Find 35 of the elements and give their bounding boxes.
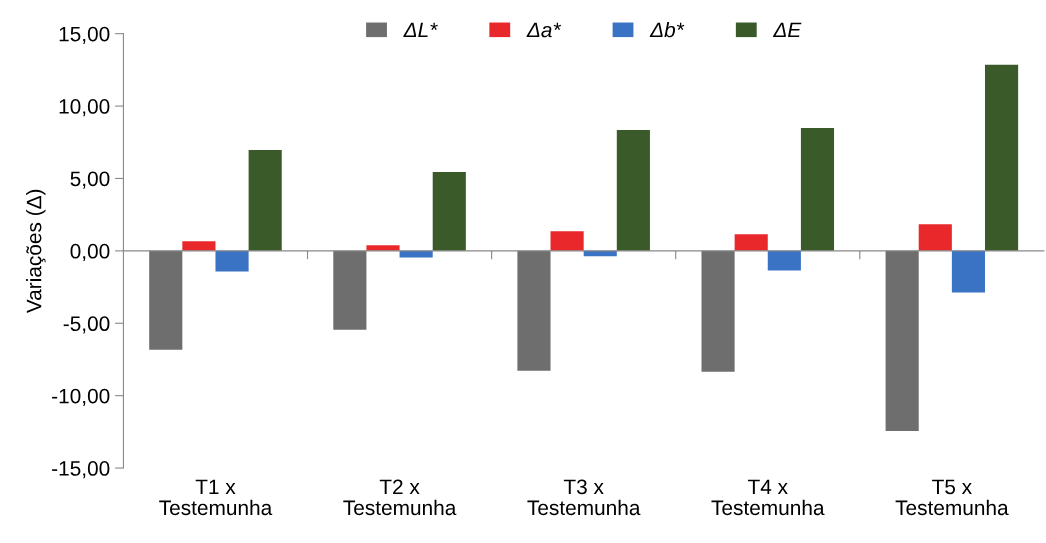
bar (366, 245, 400, 251)
legend-label: Δb* (649, 22, 685, 38)
bar (333, 250, 367, 330)
x-tick-label: T3 x Testemunha (527, 479, 641, 516)
y-tick-label: -5,00 (63, 316, 110, 334)
y-tick-label: -15,00 (52, 461, 110, 479)
bar (248, 150, 282, 251)
x-tick-label: T2 x Testemunha (343, 479, 457, 516)
y-tick-label: 0,00 (70, 243, 110, 262)
legend-label: ΔE (772, 22, 802, 38)
bar (767, 250, 801, 271)
bar (985, 64, 1019, 251)
bar (432, 172, 466, 251)
bar (616, 129, 650, 251)
bar (182, 241, 216, 251)
y-tick-label: 15,00 (59, 26, 110, 44)
bar (149, 250, 183, 350)
bar (800, 127, 835, 251)
y-tick-label: 5,00 (70, 171, 110, 189)
x-tick-label: T5 x Testemunha (895, 479, 1009, 516)
y-tick-label: -10,00 (52, 388, 110, 406)
y-tick-label: 10,00 (59, 99, 110, 117)
y-axis-title: Variações (Δ) (26, 189, 46, 314)
bar (215, 250, 249, 272)
bar (734, 234, 768, 251)
legend-label: Δa* (526, 22, 562, 38)
x-tick-label: T1 x Testemunha (159, 479, 273, 516)
bar (550, 231, 584, 251)
bar (951, 250, 985, 293)
bar (701, 250, 735, 372)
bar (517, 250, 551, 371)
bar (885, 250, 919, 431)
x-tick-label: T4 x Testemunha (711, 479, 825, 516)
bar (918, 224, 952, 251)
legend-label: ΔL* (403, 22, 438, 38)
